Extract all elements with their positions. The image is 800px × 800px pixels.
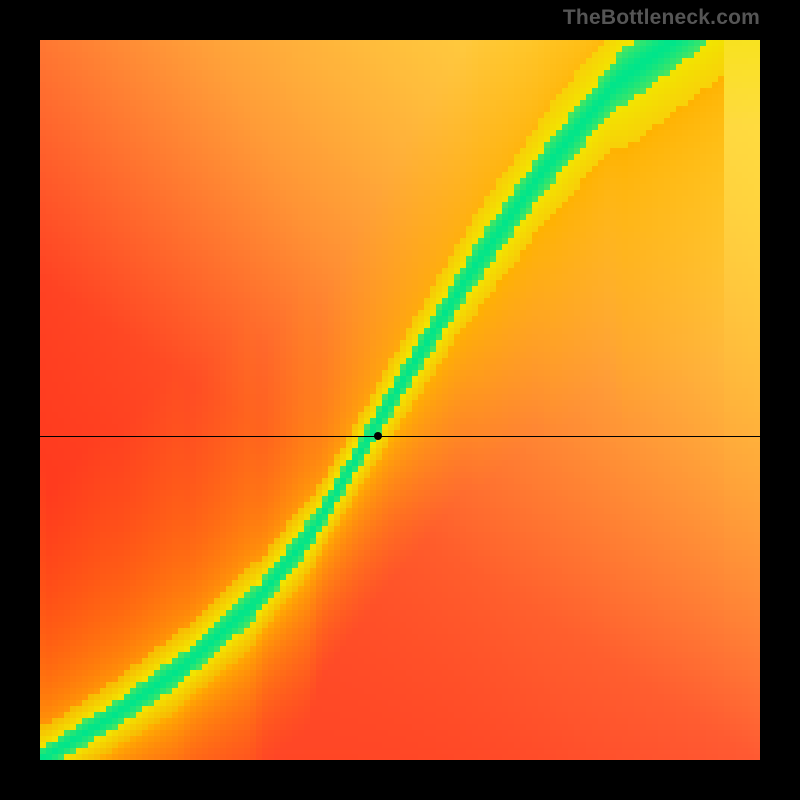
heatmap-canvas: [40, 40, 760, 760]
watermark-text: TheBottleneck.com: [563, 6, 760, 30]
crosshair-vertical: [378, 760, 379, 800]
plot-area: [40, 40, 760, 760]
figure-root: TheBottleneck.com: [0, 0, 800, 800]
crosshair-horizontal: [40, 436, 760, 437]
